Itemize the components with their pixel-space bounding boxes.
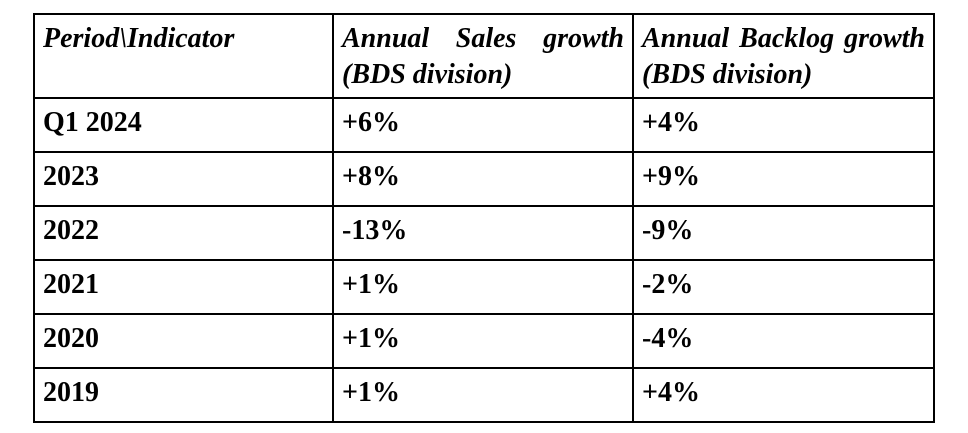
period-cell: Q1 2024 (33, 97, 334, 153)
sales-value-cell: +8% (332, 151, 634, 207)
backlog-value-cell: +4% (632, 367, 935, 423)
period-cell: 2022 (33, 205, 334, 261)
table-row: 2023 +8% +9% (33, 151, 935, 207)
sales-value-cell: -13% (332, 205, 634, 261)
table-row: 2019 +1% +4% (33, 367, 935, 423)
header-cell-sales-growth: Annual Sales growth (BDS division) (332, 13, 634, 99)
table-row: 2022 -13% -9% (33, 205, 935, 261)
header-label: Period\Indicator (43, 23, 235, 54)
sales-value-cell: +1% (332, 367, 634, 423)
period-cell: 2021 (33, 259, 334, 315)
table-header-row: Period\Indicator Annual Sales growth (BD… (33, 13, 935, 99)
period-cell: 2020 (33, 313, 334, 369)
table-row: 2020 +1% -4% (33, 313, 935, 369)
backlog-value-cell: +9% (632, 151, 935, 207)
backlog-value-cell: -4% (632, 313, 935, 369)
backlog-value-cell: +4% (632, 97, 935, 153)
growth-table-container: Period\Indicator Annual Sales growth (BD… (33, 13, 935, 423)
backlog-value-cell: -2% (632, 259, 935, 315)
period-cell: 2019 (33, 367, 334, 423)
header-cell-period-indicator: Period\Indicator (33, 13, 334, 99)
header-label-line2: (BDS division) (642, 59, 813, 90)
period-cell: 2023 (33, 151, 334, 207)
sales-value-cell: +1% (332, 313, 634, 369)
backlog-value-cell: -9% (632, 205, 935, 261)
table-row: Q1 2024 +6% +4% (33, 97, 935, 153)
header-label-line1: Annual Backlog growth (642, 23, 925, 54)
header-label-line1: Annual Sales growth (342, 23, 624, 54)
header-cell-backlog-growth: Annual Backlog growth (BDS division) (632, 13, 935, 99)
header-label-line2: (BDS division) (342, 59, 513, 90)
sales-value-cell: +6% (332, 97, 634, 153)
table-row: 2021 +1% -2% (33, 259, 935, 315)
bds-growth-table: Period\Indicator Annual Sales growth (BD… (33, 13, 935, 423)
sales-value-cell: +1% (332, 259, 634, 315)
